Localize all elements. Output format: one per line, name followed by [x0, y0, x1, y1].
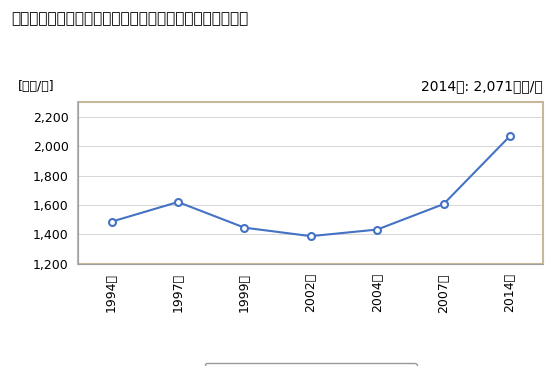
その他の小売業の従業者一人当たり年間商品販売額 [175, 200, 181, 204]
その他の小売業の従業者一人当たり年間商品販売額 [108, 220, 115, 224]
Legend: その他の小売業の従業者一人当たり年間商品販売額: その他の小売業の従業者一人当たり年間商品販売額 [205, 363, 417, 366]
その他の小売業の従業者一人当たり年間商品販売額 [241, 225, 248, 230]
Text: その他の小売業の従業者一人当たり年間商品販売額の推移: その他の小売業の従業者一人当たり年間商品販売額の推移 [11, 11, 249, 26]
その他の小売業の従業者一人当たり年間商品販売額 [440, 202, 447, 206]
Bar [78, 102, 543, 264]
Text: 2014年: 2,071万円/人: 2014年: 2,071万円/人 [422, 79, 543, 93]
その他の小売業の従業者一人当たり年間商品販売額 [374, 227, 381, 232]
Text: [万円/人]: [万円/人] [18, 80, 55, 93]
Line: その他の小売業の従業者一人当たり年間商品販売額: その他の小売業の従業者一人当たり年間商品販売額 [108, 132, 514, 240]
その他の小売業の従業者一人当たり年間商品販売額 [507, 134, 514, 138]
その他の小売業の従業者一人当たり年間商品販売額 [307, 234, 314, 238]
